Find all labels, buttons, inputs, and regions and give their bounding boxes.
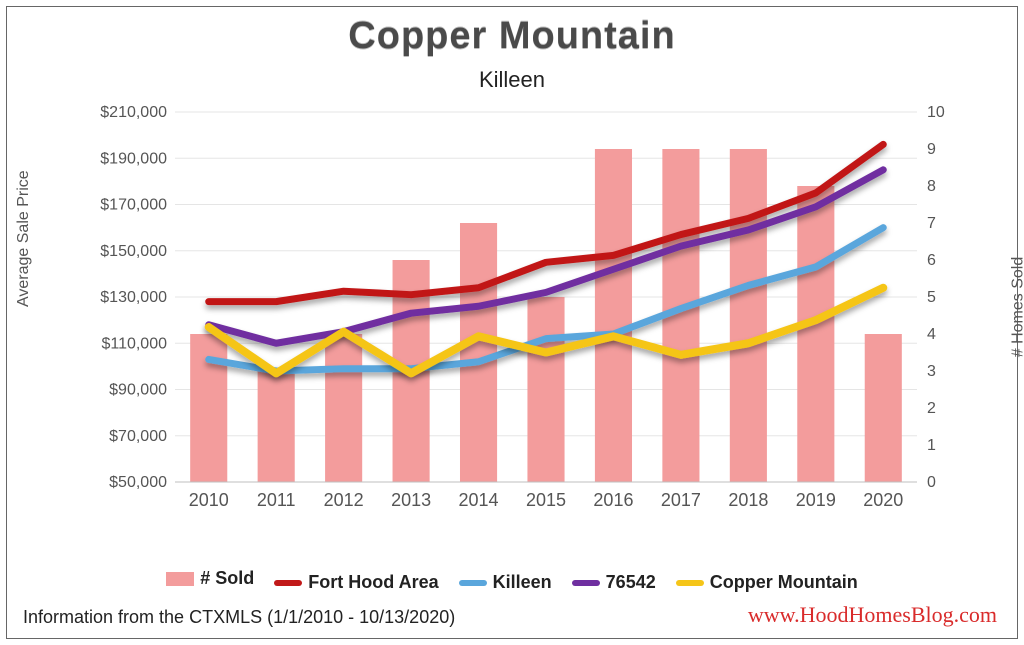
y-axis-right-label: # Homes Sold bbox=[1009, 257, 1024, 358]
svg-text:2: 2 bbox=[927, 400, 936, 417]
svg-text:5: 5 bbox=[927, 289, 936, 306]
svg-text:9: 9 bbox=[927, 141, 936, 158]
legend-label: 76542 bbox=[606, 572, 656, 593]
legend-swatch bbox=[459, 580, 487, 586]
svg-text:$150,000: $150,000 bbox=[100, 243, 167, 260]
chart-svg: $50,000 $70,000 $90,000 $110,000 $130,000 $15… bbox=[97, 102, 957, 517]
x-tick-label: 2018 bbox=[728, 490, 768, 510]
svg-text:10: 10 bbox=[927, 104, 945, 121]
legend-label: Killeen bbox=[493, 572, 552, 593]
x-tick-label: 2014 bbox=[459, 490, 499, 510]
x-tick-label: 2015 bbox=[526, 490, 566, 510]
legend-swatch bbox=[274, 580, 302, 586]
legend-swatch bbox=[166, 572, 194, 586]
svg-text:8: 8 bbox=[927, 178, 936, 195]
y-axis-left-label: Average Sale Price bbox=[15, 170, 33, 307]
svg-text:$50,000: $50,000 bbox=[109, 474, 167, 491]
bar bbox=[865, 334, 902, 482]
svg-text:4: 4 bbox=[927, 326, 936, 343]
svg-text:$70,000: $70,000 bbox=[109, 428, 167, 445]
svg-text:$190,000: $190,000 bbox=[100, 150, 167, 167]
bar bbox=[730, 149, 767, 482]
x-tick-label: 2016 bbox=[593, 490, 633, 510]
x-tick-label: 2017 bbox=[661, 490, 701, 510]
x-tick-label: 2011 bbox=[257, 490, 296, 510]
legend-item: Killeen bbox=[459, 572, 552, 593]
x-tick-label: 2020 bbox=[863, 490, 903, 510]
legend-item: 76542 bbox=[572, 572, 656, 593]
bar bbox=[797, 186, 834, 482]
bar bbox=[325, 334, 362, 482]
svg-text:$130,000: $130,000 bbox=[100, 289, 167, 306]
svg-text:6: 6 bbox=[927, 252, 936, 269]
svg-text:3: 3 bbox=[927, 363, 936, 380]
svg-text:7: 7 bbox=[927, 215, 936, 232]
chart-title: Copper Mountain bbox=[7, 15, 1017, 58]
legend-label: Copper Mountain bbox=[710, 572, 858, 593]
svg-text:0: 0 bbox=[927, 474, 936, 491]
bar bbox=[595, 149, 632, 482]
x-tick-label: 2019 bbox=[796, 490, 836, 510]
svg-text:$210,000: $210,000 bbox=[100, 104, 167, 121]
legend-item: Fort Hood Area bbox=[274, 572, 438, 593]
footer-website-link[interactable]: www.HoodHomesBlog.com bbox=[748, 602, 997, 628]
svg-text:1: 1 bbox=[927, 437, 936, 454]
legend-label: Fort Hood Area bbox=[308, 572, 438, 593]
legend-swatch bbox=[676, 580, 704, 586]
footer-info-text: Information from the CTXMLS (1/1/2010 - … bbox=[23, 607, 455, 628]
chart-area: $50,000 $70,000 $90,000 $110,000 $130,000 $15… bbox=[97, 102, 957, 517]
chart-frame: Copper Mountain Killeen Average Sale Pri… bbox=[6, 6, 1018, 639]
legend-item: # Sold bbox=[166, 568, 254, 589]
legend-item: Copper Mountain bbox=[676, 572, 858, 593]
bar bbox=[258, 371, 295, 482]
legend-label: # Sold bbox=[200, 568, 254, 589]
bar bbox=[527, 297, 564, 482]
svg-text:$170,000: $170,000 bbox=[100, 197, 167, 214]
x-tick-label: 2010 bbox=[189, 490, 229, 510]
x-tick-label: 2012 bbox=[324, 490, 364, 510]
bar bbox=[460, 223, 497, 482]
svg-text:$90,000: $90,000 bbox=[109, 382, 167, 399]
x-tick-label: 2013 bbox=[391, 490, 431, 510]
legend: # Sold Fort Hood Area Killeen 76542 Copper M… bbox=[7, 568, 1017, 593]
legend-swatch bbox=[572, 580, 600, 586]
svg-text:$110,000: $110,000 bbox=[101, 335, 167, 352]
chart-subtitle: Killeen bbox=[7, 67, 1017, 93]
